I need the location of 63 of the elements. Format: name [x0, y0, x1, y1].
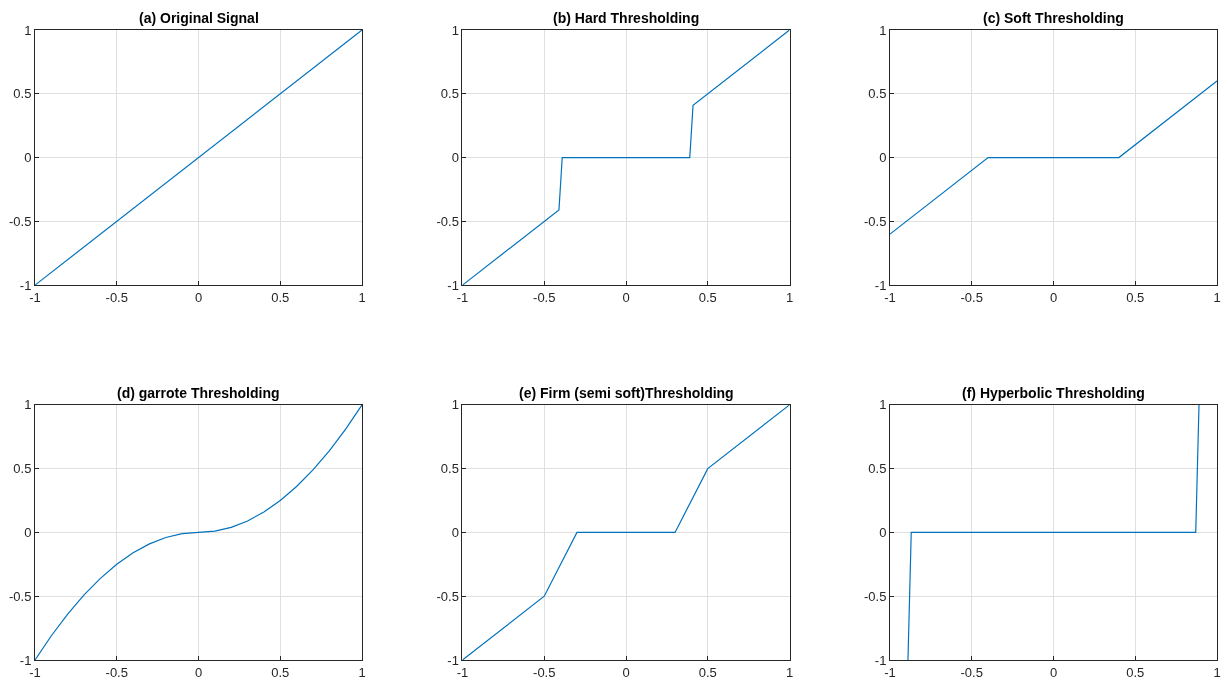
x-tick-label: 0.5: [271, 289, 290, 305]
x-tick-label: 1: [785, 664, 794, 680]
x-tick-label: -0.5: [960, 289, 983, 305]
y-tick-label: -1: [19, 277, 32, 293]
y-tick-label: 1: [451, 22, 459, 38]
y-tick-label: 1: [24, 397, 32, 413]
x-tick-label: -0.5: [105, 289, 128, 305]
y-tick-label: -0.5: [863, 213, 887, 229]
x-tick-label: 1: [358, 664, 366, 680]
line-series: [35, 404, 363, 660]
x-tick-label: -0.5: [533, 289, 556, 305]
chart-title: (c) Soft Thresholding: [983, 10, 1124, 26]
x-tick-label: 0: [622, 289, 630, 305]
y-tick-label: 0.5: [868, 461, 887, 477]
y-tick-label: 0: [879, 150, 887, 166]
x-tick-label: 0.5: [271, 664, 290, 680]
x-tick-label: 1: [358, 289, 366, 305]
y-tick-label: -1: [19, 652, 32, 668]
y-tick-label: 0.5: [13, 86, 32, 102]
x-tick-label: 0.5: [698, 289, 717, 305]
y-tick-label: 0.5: [13, 461, 32, 477]
x-tick-label: 0: [194, 664, 203, 680]
line-series: [462, 404, 790, 660]
x-tick-label: 1: [1213, 289, 1221, 305]
chart-title: (d) garrote Thresholding: [117, 385, 280, 401]
x-tick-label: 0.5: [698, 664, 717, 680]
y-tick-label: -1: [447, 277, 459, 293]
x-tick-label: 1: [785, 289, 794, 305]
y-tick-label: 1: [451, 397, 459, 413]
x-tick-label: 0: [622, 664, 630, 680]
y-tick-label: -0.5: [8, 588, 32, 604]
y-tick-label: -0.5: [863, 588, 887, 604]
x-tick-label: -0.5: [960, 664, 983, 680]
y-tick-label: 0: [879, 524, 887, 540]
y-tick-label: 0.5: [868, 86, 887, 102]
x-tick-label: 1: [1213, 664, 1221, 680]
y-tick-label: 1: [879, 22, 887, 38]
y-tick-label: 0: [451, 150, 459, 166]
y-tick-label: -0.5: [8, 213, 32, 229]
x-tick-label: 0: [194, 289, 203, 305]
y-tick-label: 0.5: [440, 461, 459, 477]
y-tick-label: 0: [451, 524, 459, 540]
y-tick-label: -1: [447, 652, 459, 668]
y-tick-label: 1: [879, 397, 887, 413]
y-tick-label: 0: [24, 150, 32, 166]
chart-title: (e) Firm (semi soft)Thresholding: [519, 385, 734, 401]
x-tick-label: 0: [1049, 289, 1058, 305]
y-tick-label: 1: [24, 22, 32, 38]
chart-title: (b) Hard Thresholding: [553, 10, 700, 26]
x-tick-label: 0.5: [1126, 289, 1145, 305]
chart-title: (a) Original Signal: [139, 10, 259, 26]
y-tick-label: 0.5: [440, 86, 459, 102]
chart-title: (f) Hyperbolic Thresholding: [962, 385, 1145, 401]
x-tick-label: -0.5: [105, 664, 128, 680]
line-series: [462, 30, 790, 286]
x-tick-label: 0: [1049, 664, 1058, 680]
y-tick-label: 0: [24, 524, 32, 540]
x-tick-label: -0.5: [533, 664, 556, 680]
y-tick-label: -0.5: [436, 588, 459, 604]
y-tick-label: -0.5: [436, 213, 459, 229]
x-tick-label: 0.5: [1126, 664, 1145, 680]
y-tick-label: -1: [874, 277, 887, 293]
y-tick-label: -1: [874, 652, 887, 668]
